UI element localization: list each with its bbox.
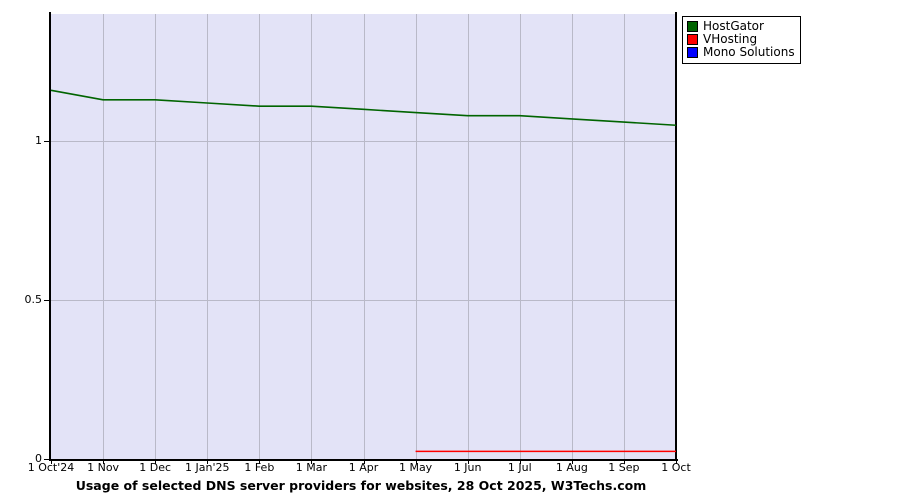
x-axis-tick-label: 1 Oct [661,461,691,474]
x-axis-tick [519,459,521,464]
x-axis-tick [415,459,417,464]
x-axis-tick-label: 1 Nov [87,461,120,474]
gridline-vertical [467,14,469,459]
legend-item-label: VHosting [703,32,758,46]
legend-item: HostGator [687,20,795,33]
gridline-vertical [519,14,521,459]
gridline-vertical [571,14,573,459]
y-axis-label-wrap: 1 [0,135,42,146]
gridline-vertical [207,14,209,459]
legend-swatch-icon [687,21,698,32]
legend-item: Mono Solutions [687,46,795,59]
x-axis-tick-label: 1 Mar [295,461,328,474]
x-axis-tick-label: 1 Dec [139,461,172,474]
gridline-vertical [623,14,625,459]
gridline-vertical [363,14,365,459]
gridline-vertical [103,14,105,459]
x-axis-tick [207,459,209,464]
x-axis-tick-label: 1 Jul [507,461,532,474]
y-axis-tick [44,300,51,301]
legend-swatch-icon [687,34,698,45]
x-axis-tick [155,459,157,464]
y-axis-label-wrap: 0 [0,453,42,464]
x-axis-tick [363,459,365,464]
x-axis-tick-label: 1 Apr [348,461,379,474]
x-axis-tick-label: 1 Sep [608,461,640,474]
plot-right-border [675,12,677,461]
x-axis-tick [51,459,52,464]
y-axis-tick-label: 0 [35,452,42,465]
gridline-vertical [155,14,157,459]
x-axis-tick [467,459,469,464]
x-axis-tick [103,459,105,464]
gridline-vertical [415,14,417,459]
x-axis-tick-label: 1 May [398,461,433,474]
gridline-vertical [311,14,313,459]
x-axis-tick-label: 1 Jan'25 [185,461,230,474]
y-axis-tick-label: 0.5 [24,293,43,306]
x-axis-tick [311,459,313,464]
x-axis-tick [571,459,573,464]
chart-caption: Usage of selected DNS server providers f… [75,478,647,493]
y-axis-tick-label: 1 [35,134,42,147]
x-axis-tick-label: 1 Aug [555,461,588,474]
gridline-horizontal [51,300,676,301]
x-axis-tick [623,459,625,464]
x-axis-line [49,459,678,461]
y-axis-line [49,12,51,461]
x-axis-tick-label: 1 Feb [244,461,275,474]
x-axis-tick [676,459,677,464]
gridline-vertical [259,14,261,459]
y-axis-label-wrap: 0.5 [0,293,43,306]
legend-item-label: HostGator [703,19,764,33]
legend-swatch-icon [687,47,698,58]
gridline-horizontal [51,141,676,142]
y-axis-tick [44,459,51,460]
x-axis-tick-label: 1 Oct'24 [27,461,75,474]
legend-item: VHosting [687,33,795,46]
legend: HostGator VHosting Mono Solutions [682,16,801,64]
y-axis-tick [44,141,51,142]
legend-item-label: Mono Solutions [703,45,795,59]
x-axis-tick-label: 1 Jun [453,461,482,474]
x-axis-tick [259,459,261,464]
